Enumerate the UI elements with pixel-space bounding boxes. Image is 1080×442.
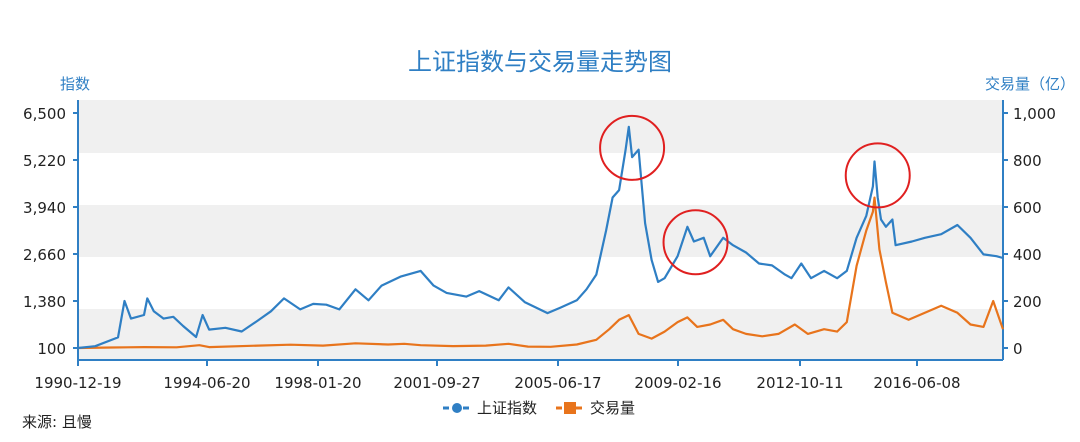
legend[interactable]: 上证指数 交易量 <box>443 399 635 417</box>
series-layer <box>77 125 1005 350</box>
legend-label-index: 上证指数 <box>477 399 537 417</box>
legend-marker-volume <box>564 402 576 414</box>
grid-band <box>78 100 1003 153</box>
right-axis-title: 交易量（亿） <box>985 75 1075 93</box>
legend-marker-index <box>452 403 462 413</box>
legend-item-volume[interactable]: 交易量 <box>556 399 635 417</box>
right-tick-label: 0 <box>1013 340 1023 358</box>
grid-band <box>78 205 1003 257</box>
left-tick-label: 100 <box>37 340 66 358</box>
right-y-ticks: 1,000 800 600 400 200 0 <box>1003 105 1056 358</box>
highlight-circle <box>844 142 911 209</box>
volume-line <box>77 196 1005 350</box>
x-tick-label: 1990-12-19 <box>34 374 121 392</box>
x-tick-label: 2001-09-27 <box>393 374 480 392</box>
right-tick-label: 200 <box>1013 293 1042 311</box>
annotation-layer <box>599 114 911 276</box>
highlight-circle <box>662 209 729 276</box>
highlight-circle <box>599 114 666 181</box>
x-tick-label: 2016-06-08 <box>873 374 960 392</box>
x-ticks: 1990-12-19 1994-06-20 1998-01-20 2001-09-27… <box>34 360 961 392</box>
right-tick-label: 1,000 <box>1013 105 1056 123</box>
left-tick-label: 2,660 <box>23 246 66 264</box>
left-tick-label: 6,500 <box>23 105 66 123</box>
right-tick-label: 800 <box>1013 152 1042 170</box>
x-tick-label: 2005-06-17 <box>514 374 601 392</box>
x-tick-label: 1994-06-20 <box>163 374 250 392</box>
left-y-ticks: 6,500 5,220 3,940 2,660 1,380 100 <box>23 105 78 358</box>
chart-title: 上证指数与交易量走势图 <box>408 48 672 76</box>
left-tick-label: 3,940 <box>23 199 66 217</box>
right-tick-label: 400 <box>1013 246 1042 264</box>
x-tick-label: 2009-02-16 <box>634 374 721 392</box>
x-tick-label: 1998-01-20 <box>274 374 361 392</box>
grid-band <box>78 309 1003 360</box>
grid-bands <box>78 100 1003 360</box>
legend-label-volume: 交易量 <box>590 399 635 417</box>
left-tick-label: 1,380 <box>23 293 66 311</box>
x-tick-label: 2012-10-11 <box>756 374 843 392</box>
index-line <box>77 125 1004 350</box>
right-tick-label: 600 <box>1013 199 1042 217</box>
legend-item-index[interactable]: 上证指数 <box>443 399 537 417</box>
source-note: 来源: 且慢 <box>22 413 92 431</box>
left-axis-title: 指数 <box>60 75 90 93</box>
left-tick-label: 5,220 <box>23 152 66 170</box>
